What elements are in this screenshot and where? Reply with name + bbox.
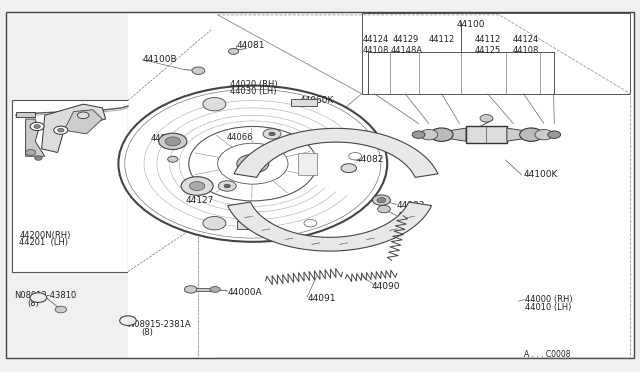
Circle shape — [30, 122, 44, 131]
Circle shape — [192, 67, 205, 74]
Bar — [466, 126, 507, 143]
Text: 44125: 44125 — [474, 46, 501, 55]
Text: 44066: 44066 — [227, 133, 253, 142]
Text: 44020G: 44020G — [151, 134, 184, 143]
Text: 44081: 44081 — [237, 41, 266, 50]
Circle shape — [420, 129, 438, 140]
Text: 44030 (LH): 44030 (LH) — [230, 87, 277, 96]
Text: 44200N(RH): 44200N(RH) — [19, 231, 70, 240]
Text: 44020 (RH): 44020 (RH) — [230, 80, 278, 89]
Text: 44082: 44082 — [356, 155, 384, 164]
Text: (8): (8) — [27, 299, 39, 308]
Polygon shape — [507, 128, 523, 141]
Circle shape — [269, 132, 275, 136]
Circle shape — [118, 86, 387, 242]
Text: 44000A: 44000A — [227, 288, 262, 296]
Circle shape — [218, 181, 236, 191]
Text: 44100B: 44100B — [142, 55, 177, 64]
Circle shape — [184, 286, 197, 293]
Text: A . . . C0008: A . . . C0008 — [524, 350, 570, 359]
Text: 44112: 44112 — [474, 35, 501, 44]
Circle shape — [210, 286, 220, 292]
Text: 44060K: 44060K — [300, 96, 334, 105]
Circle shape — [168, 156, 178, 162]
Circle shape — [430, 128, 453, 141]
Polygon shape — [228, 202, 431, 251]
Text: 44091: 44091 — [307, 294, 336, 303]
Text: 44010 (LH): 44010 (LH) — [525, 303, 571, 312]
Circle shape — [58, 128, 64, 132]
Polygon shape — [64, 110, 102, 134]
Bar — [237, 221, 269, 229]
Text: 44090: 44090 — [371, 282, 400, 291]
Circle shape — [189, 182, 205, 190]
Text: W: W — [125, 318, 131, 324]
Bar — [291, 99, 317, 106]
Circle shape — [30, 293, 47, 302]
Text: 44000 (RH): 44000 (RH) — [525, 295, 572, 304]
Circle shape — [548, 131, 561, 138]
Text: W08915-2381A: W08915-2381A — [127, 320, 191, 329]
Bar — [298, 153, 317, 175]
Circle shape — [341, 164, 356, 173]
Text: 44108: 44108 — [513, 46, 540, 55]
Polygon shape — [42, 104, 106, 153]
Text: 44108: 44108 — [362, 46, 389, 55]
Circle shape — [120, 316, 136, 326]
Text: 44148A: 44148A — [391, 46, 423, 55]
Circle shape — [263, 129, 281, 139]
Circle shape — [228, 48, 239, 54]
Circle shape — [535, 129, 553, 140]
Circle shape — [181, 177, 213, 195]
Circle shape — [372, 195, 390, 205]
Circle shape — [165, 137, 180, 146]
Bar — [12, 100, 128, 272]
Circle shape — [378, 205, 390, 213]
Circle shape — [159, 133, 187, 150]
Circle shape — [412, 131, 425, 138]
Bar — [362, 13, 630, 94]
Circle shape — [377, 198, 386, 203]
Text: 44127: 44127 — [186, 196, 214, 205]
Bar — [128, 12, 634, 358]
Bar — [16, 112, 35, 117]
Text: 44124: 44124 — [513, 35, 540, 44]
Circle shape — [35, 156, 42, 160]
Circle shape — [480, 115, 493, 122]
Text: 44066: 44066 — [338, 133, 364, 142]
Text: (8): (8) — [141, 328, 153, 337]
Text: N: N — [36, 295, 41, 301]
Circle shape — [77, 112, 89, 119]
Text: 44129: 44129 — [392, 35, 419, 44]
Text: 44100K: 44100K — [524, 170, 558, 179]
Polygon shape — [26, 119, 45, 156]
Polygon shape — [450, 128, 466, 141]
Text: 44083: 44083 — [397, 201, 426, 210]
Text: 44112: 44112 — [428, 35, 455, 44]
Circle shape — [203, 97, 226, 111]
Circle shape — [237, 154, 269, 173]
Circle shape — [55, 306, 67, 313]
Circle shape — [224, 184, 230, 188]
Circle shape — [54, 126, 68, 134]
Circle shape — [520, 128, 543, 141]
Text: 44124: 44124 — [362, 35, 389, 44]
Text: 44201  (LH): 44201 (LH) — [19, 238, 68, 247]
Circle shape — [304, 219, 317, 227]
Text: N08912-43810: N08912-43810 — [14, 291, 76, 300]
Polygon shape — [234, 128, 438, 177]
Circle shape — [26, 150, 36, 155]
Text: 44084: 44084 — [397, 212, 425, 221]
Circle shape — [34, 125, 40, 128]
Bar — [196, 288, 212, 291]
Text: 44100: 44100 — [456, 20, 484, 29]
Circle shape — [349, 153, 362, 160]
Circle shape — [203, 217, 226, 230]
